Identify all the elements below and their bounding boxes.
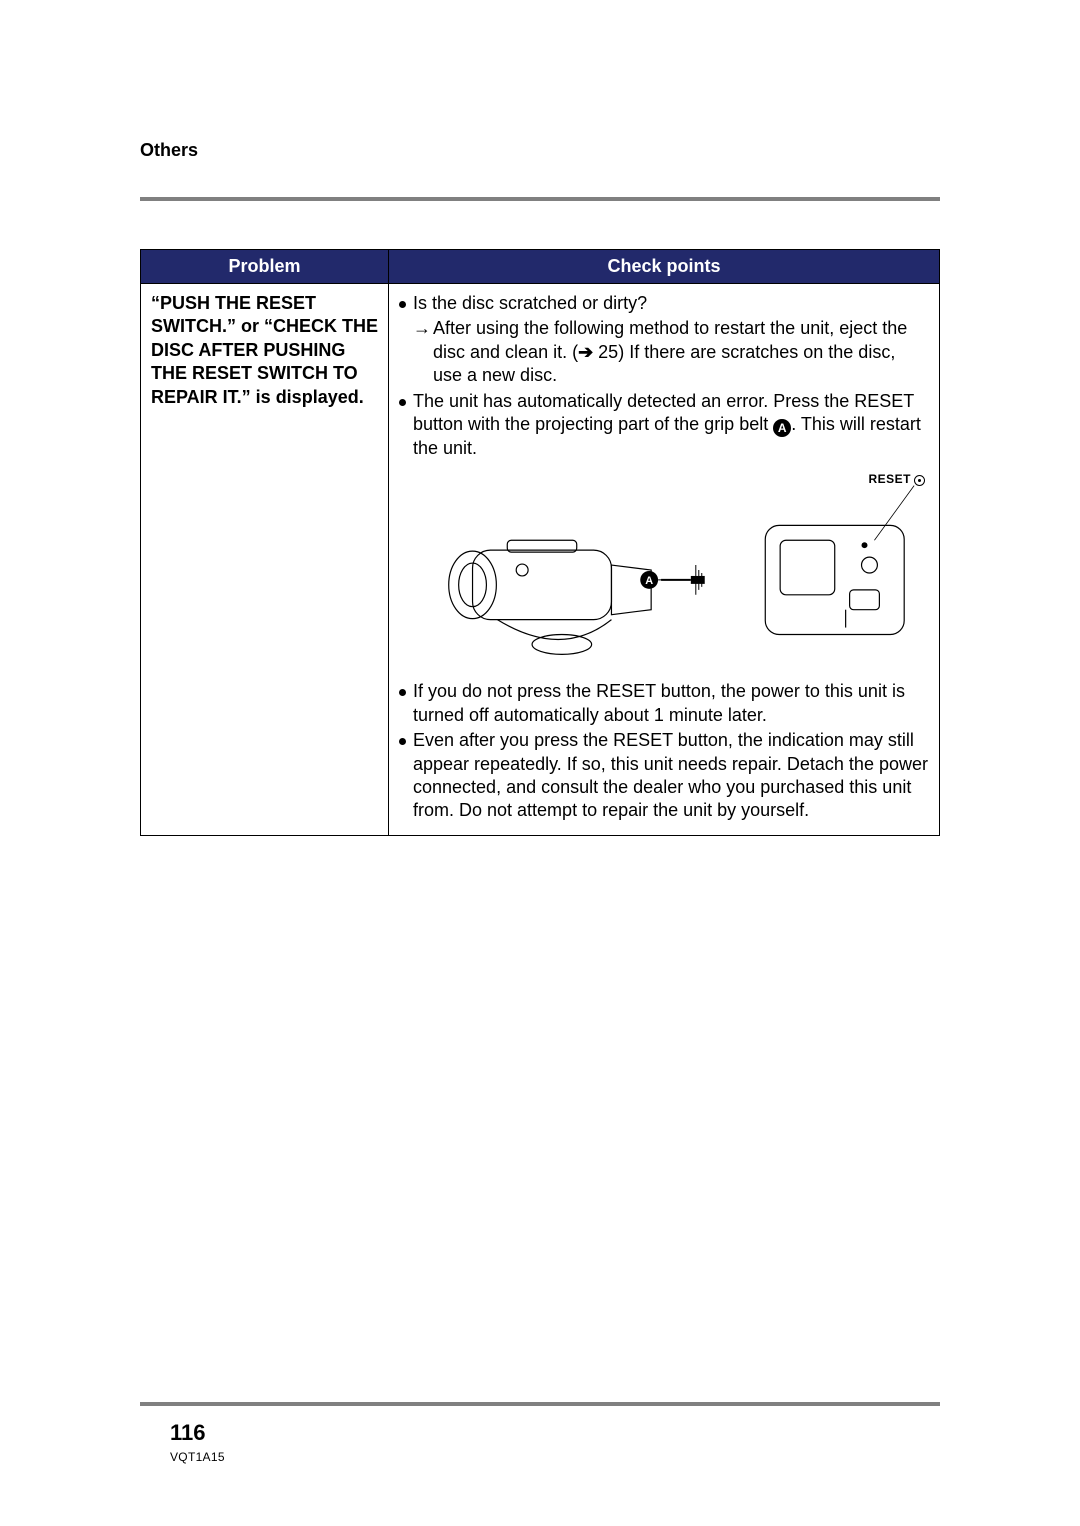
reset-label-text: RESET bbox=[868, 472, 911, 488]
bullet-item: The unit has automatically detected an e… bbox=[399, 390, 929, 671]
table-header-row: Problem Check points bbox=[141, 250, 940, 284]
top-divider bbox=[140, 197, 940, 201]
checkpoints-list: Is the disc scratched or dirty? After us… bbox=[399, 292, 929, 823]
camera-svg: A bbox=[413, 470, 929, 670]
document-code: VQT1A15 bbox=[170, 1450, 225, 1464]
xref-arrow-icon: ➔ bbox=[578, 342, 593, 362]
table-row: “PUSH THE RESET SWITCH.” or “CHECK THE D… bbox=[141, 284, 940, 836]
checkpoints-cell: Is the disc scratched or dirty? After us… bbox=[389, 284, 940, 836]
footer-divider bbox=[140, 1402, 940, 1406]
bullet-item: Is the disc scratched or dirty? After us… bbox=[399, 292, 929, 388]
bullet-item: Even after you press the RESET button, t… bbox=[399, 729, 929, 823]
problem-cell: “PUSH THE RESET SWITCH.” or “CHECK THE D… bbox=[141, 284, 389, 836]
bullet-item: If you do not press the RESET button, th… bbox=[399, 680, 929, 727]
bullet-lead-text: Is the disc scratched or dirty? bbox=[413, 293, 647, 313]
troubleshooting-table: Problem Check points “PUSH THE RESET SWI… bbox=[140, 249, 940, 836]
illus-badge-a: A bbox=[645, 575, 653, 587]
camera-illustration: RESET bbox=[413, 470, 929, 670]
manual-page: Others Problem Check points “PUSH THE RE… bbox=[0, 0, 1080, 1526]
bullet-text: Even after you press the RESET button, t… bbox=[413, 730, 928, 820]
section-heading: Others bbox=[140, 140, 940, 161]
arrow-subitem: After using the following method to rest… bbox=[413, 317, 929, 387]
reset-hole-icon bbox=[914, 475, 925, 486]
callout-badge-a: A bbox=[773, 419, 791, 437]
col-header-check: Check points bbox=[389, 250, 940, 284]
bullet-text: If you do not press the RESET button, th… bbox=[413, 681, 905, 724]
reset-label: RESET bbox=[868, 472, 925, 488]
col-header-problem: Problem bbox=[141, 250, 389, 284]
page-number: 116 bbox=[170, 1420, 206, 1446]
